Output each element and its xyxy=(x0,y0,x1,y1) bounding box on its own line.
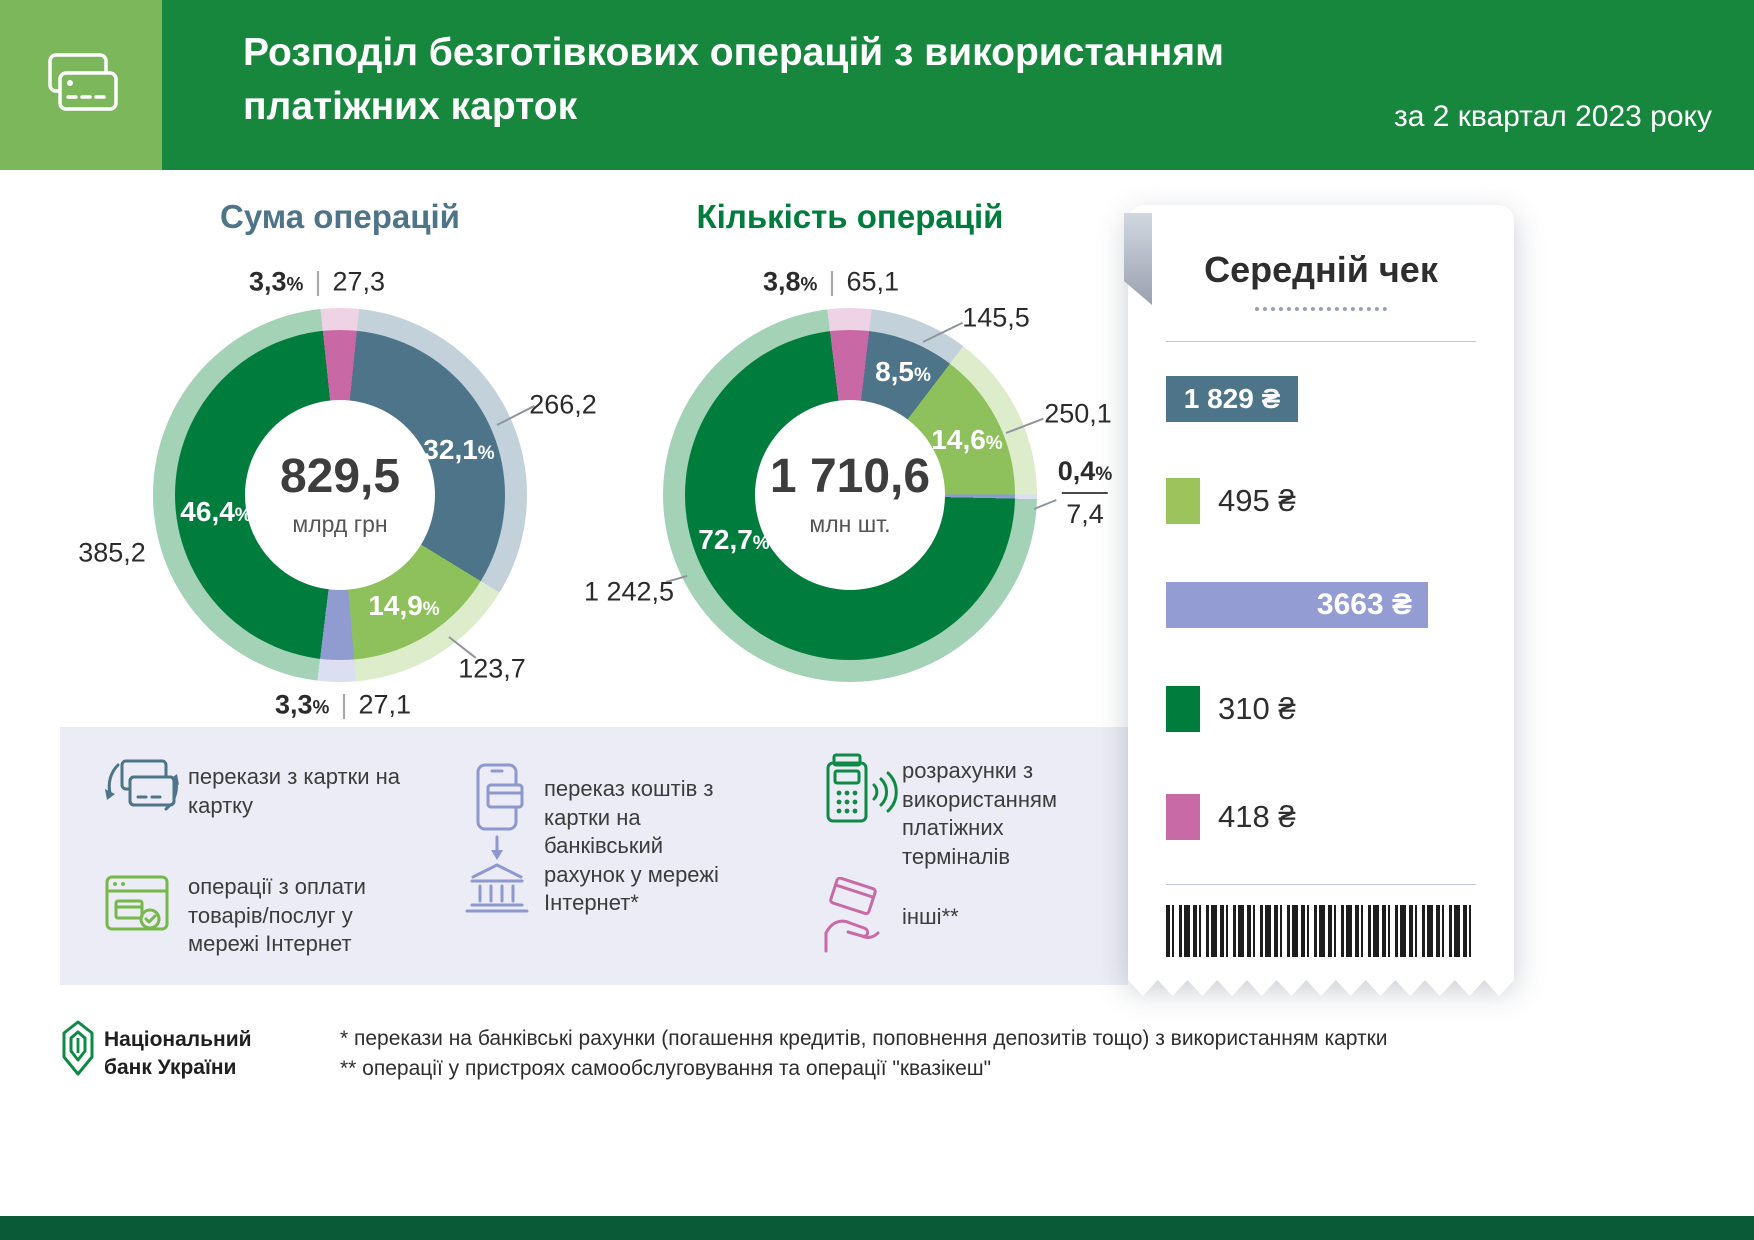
sum-donut-chart: 829,5 млрд грн xyxy=(153,308,527,682)
sum-label-card2card-value: 266,2 xyxy=(529,389,597,420)
legend-label-other: інші** xyxy=(902,904,959,929)
pos-terminal-icon xyxy=(816,753,900,825)
count-segment-terminal-percent: 72,7% xyxy=(698,524,770,555)
count-segment-card2card-percent: 8,5% xyxy=(875,356,931,387)
legend-panel: перекази з картки на картку операції з о… xyxy=(60,727,1128,985)
payment-cards-icon xyxy=(38,45,124,126)
other-operations-icon xyxy=(818,877,888,953)
card-to-bank-account-icon xyxy=(464,763,532,913)
sum-label-online-value: 123,7 xyxy=(458,653,526,684)
count-label-other: 3,8% | 65,1 xyxy=(762,266,900,297)
avg-check-bar-card2card: 1 829 ₴ xyxy=(1166,376,1298,422)
sum-center-value: 829,5 xyxy=(279,449,401,503)
count-label-card2card-value: 145,5 xyxy=(962,302,1030,333)
footnote-2: ** операції у пристроях самообслуговуван… xyxy=(340,1057,992,1081)
avg-check-row-bank-account: 3663 ₴ xyxy=(1166,582,1476,628)
avg-check-row-online: 495 ₴ xyxy=(1166,478,1476,524)
count-donut-center: 1 710,6 млн шт. xyxy=(755,400,945,590)
legend-label-card-to-card: перекази з картки на картку xyxy=(188,764,400,818)
barcode xyxy=(1166,905,1476,957)
bottom-green-bar xyxy=(0,1216,1754,1240)
nbu-name-line2: банк України xyxy=(104,1056,237,1080)
avg-check-row-card2card: 1 829 ₴ xyxy=(1166,376,1476,422)
avg-check-swatch-terminal xyxy=(1166,686,1200,732)
sum-donut-center: 829,5 млрд грн xyxy=(245,400,435,590)
legend-label-online-payment: операції з оплати товарів/послуг у мереж… xyxy=(188,874,366,957)
legend-label-card-to-bank: переказ коштів з картки на банківський р… xyxy=(544,776,719,916)
sum-chart-title: Сума операцій xyxy=(220,198,460,235)
sum-center-unit: млрд грн xyxy=(292,510,388,537)
avg-check-row-other: 418 ₴ xyxy=(1166,794,1476,840)
page-title-line2: платіжних карток xyxy=(243,84,578,128)
sum-segment-terminal-percent: 46,4% xyxy=(180,496,252,527)
nbu-name: Національний банк України xyxy=(104,1026,252,1083)
receipt-body: Середній чек 1 829 ₴ 495 ₴ 3663 ₴ xyxy=(1124,205,1514,980)
count-label-online-value: 250,1 xyxy=(1044,398,1112,429)
online-payment-icon xyxy=(104,873,174,937)
receipt-title: Середній чек xyxy=(1204,249,1438,290)
nbu-name-line1: Національний xyxy=(104,1028,252,1051)
sum-label-bank-account: 3,3% | 27,1 xyxy=(274,689,412,720)
fraction-divider-line xyxy=(1061,492,1108,494)
average-check-panel: Середній чек 1 829 ₴ 495 ₴ 3663 ₴ xyxy=(1124,205,1514,996)
leader-line xyxy=(1033,499,1057,510)
header-icon-box xyxy=(0,0,162,170)
sum-label-other: 3,3% | 27,3 xyxy=(248,266,386,297)
page-title: Розподіл безготівкових операцій з викори… xyxy=(243,26,1224,134)
legend-label-terminal: розрахунки з використанням платіжних тер… xyxy=(902,758,1058,869)
avg-check-bar-bank-account: 3663 ₴ xyxy=(1166,582,1428,628)
count-chart-title: Кількість операцій xyxy=(696,198,1004,235)
count-donut-chart: 1 710,6 млн шт. xyxy=(663,308,1037,682)
card-to-card-transfer-icon xyxy=(100,753,184,821)
header-banner: Розподіл безготівкових операцій з викори… xyxy=(0,0,1754,170)
count-label-bank-account: 0,4% 7,4 xyxy=(1057,456,1113,529)
footnotes: * перекази на банківські рахунки (погаше… xyxy=(340,1024,1388,1085)
footnote-1: * перекази на банківські рахунки (погаше… xyxy=(340,1027,1388,1050)
avg-check-row-terminal: 310 ₴ xyxy=(1166,686,1476,732)
sum-segment-online-percent: 14,9% xyxy=(368,590,440,621)
receipt-divider xyxy=(1166,884,1476,885)
avg-check-swatch-other xyxy=(1166,794,1200,840)
receipt-dotted-line xyxy=(1255,307,1387,311)
page-title-line1: Розподіл безготівкових операцій з викори… xyxy=(243,31,1224,74)
receipt-fold-corner xyxy=(1124,213,1152,305)
sum-label-terminal-value: 385,2 xyxy=(78,537,146,568)
count-center-unit: млн шт. xyxy=(809,510,891,537)
receipt-divider xyxy=(1166,341,1476,342)
avg-check-swatch-online xyxy=(1166,478,1200,524)
count-center-value: 1 710,6 xyxy=(769,449,931,503)
page-subtitle: за 2 квартал 2023 року xyxy=(1393,100,1712,133)
receipt-torn-edge xyxy=(1128,980,1514,996)
nbu-logo-icon xyxy=(60,1020,96,1081)
count-segment-online-percent: 14,6% xyxy=(931,424,1003,455)
sum-segment-card2card-percent: 32,1% xyxy=(423,434,495,465)
count-label-terminal-value: 1 242,5 xyxy=(583,576,675,607)
